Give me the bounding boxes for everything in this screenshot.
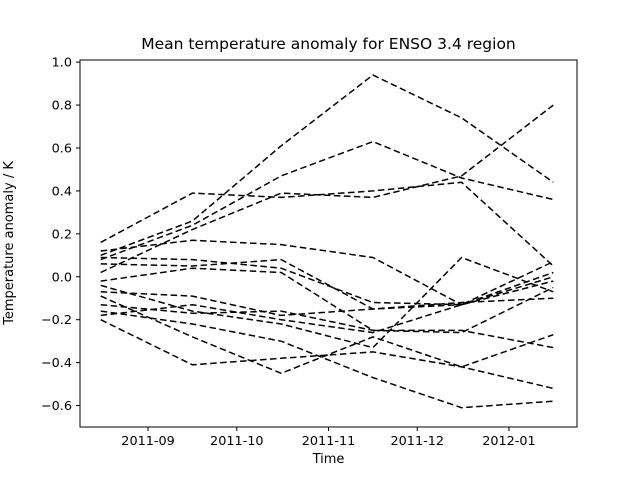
- ensemble-member-line: [100, 181, 554, 267]
- x-tick-label: 2011-09: [121, 434, 174, 449]
- y-tick-label: 0.4: [52, 184, 72, 199]
- ensemble-member-line: [100, 319, 554, 390]
- y-axis-label: Temperature anomaly / K: [2, 161, 17, 325]
- y-tick-label: 0.2: [52, 227, 72, 242]
- ensemble-member-line: [100, 256, 554, 306]
- x-tick-label: 2011-11: [302, 434, 355, 449]
- x-tick-label: 2012-01: [482, 434, 535, 449]
- ensemble-member-line: [100, 140, 554, 261]
- x-tick-label: 2011-10: [210, 434, 263, 449]
- y-tick-label: 0.8: [52, 99, 72, 114]
- ensemble-member-line: [100, 295, 554, 375]
- ensemble-member-line: [100, 239, 554, 306]
- ensemble-member-line: [100, 104, 554, 274]
- y-tick-label: 0.0: [52, 270, 72, 285]
- y-tick-label: −0.6: [41, 399, 72, 414]
- axes-frame: [79, 59, 578, 428]
- ensemble-member-line: [100, 261, 554, 334]
- y-tick-label: −0.4: [41, 356, 72, 371]
- ensemble-member-line: [100, 291, 554, 317]
- y-tick-label: −0.2: [41, 313, 72, 328]
- ensemble-member-line: [100, 258, 554, 310]
- ensemble-member-line: [100, 256, 554, 349]
- chart-title: Mean temperature anomaly for ENSO 3.4 re…: [141, 35, 516, 53]
- ensemble-member-line: [100, 310, 554, 409]
- ensemble-member-line: [100, 267, 554, 334]
- y-tick-label: 0.6: [52, 141, 72, 156]
- ensemble-member-line: [100, 74, 554, 257]
- x-tick-label: 2011-12: [391, 434, 444, 449]
- y-tick-label: 1.0: [52, 56, 72, 71]
- x-axis-label: Time: [312, 452, 345, 467]
